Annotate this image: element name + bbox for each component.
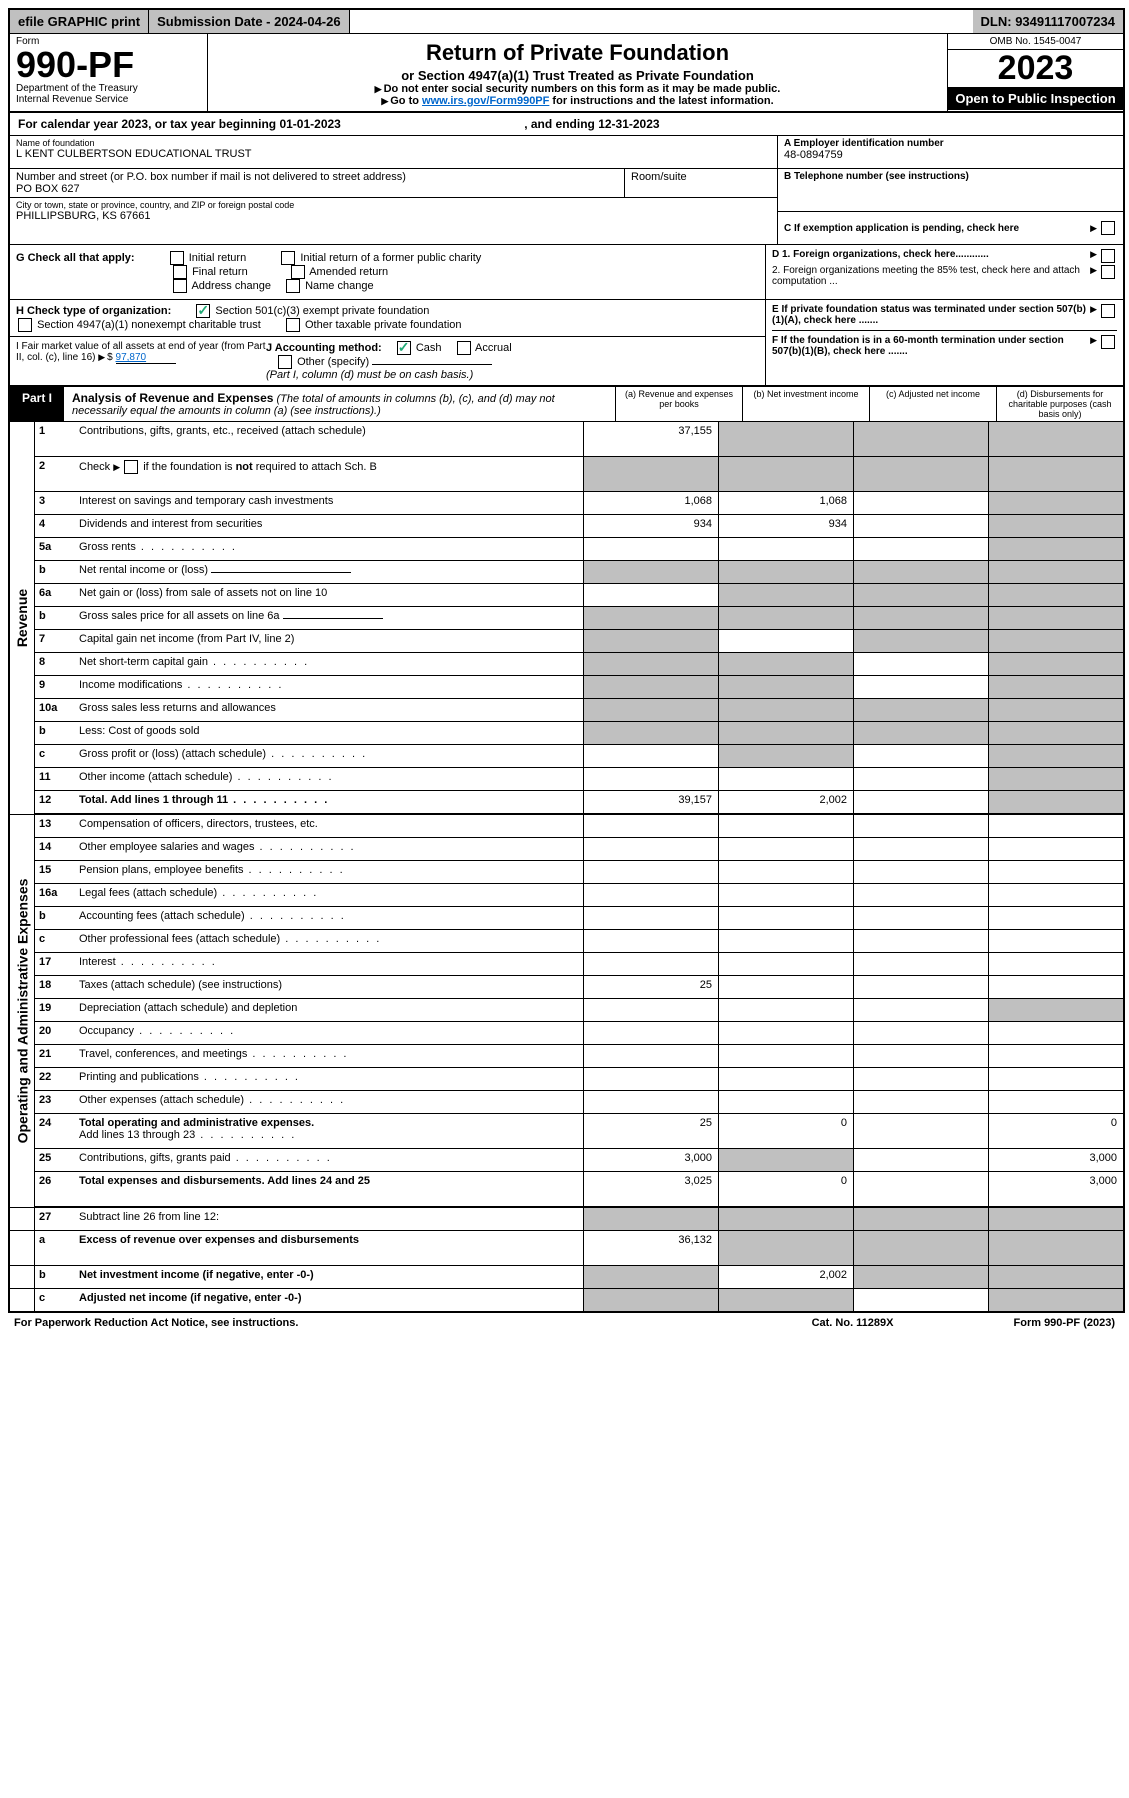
l1-a: 37,155 xyxy=(583,422,718,456)
g-final-checkbox[interactable] xyxy=(173,265,187,279)
l26-a: 3,025 xyxy=(583,1172,718,1206)
i-section: I Fair market value of all assets at end… xyxy=(16,341,266,381)
foundation-name-cell: Name of foundation L KENT CULBERTSON EDU… xyxy=(10,136,777,169)
part1-header: Part I Analysis of Revenue and Expenses … xyxy=(10,387,1123,422)
year-begin: 01-01-2023 xyxy=(279,117,340,131)
city-cell: City or town, state or province, country… xyxy=(10,198,777,230)
efile-label: efile GRAPHIC print xyxy=(10,10,149,33)
submission-date: Submission Date - 2024-04-26 xyxy=(149,10,350,33)
ein-value: 48-0894759 xyxy=(784,149,1117,161)
inst-1: Do not enter social security numbers on … xyxy=(384,83,781,95)
h-section: H Check type of organization: Section 50… xyxy=(10,300,765,337)
l26-b: 0 xyxy=(718,1172,853,1206)
d2-checkbox[interactable] xyxy=(1101,265,1115,279)
l4-b: 934 xyxy=(718,515,853,537)
d1-checkbox[interactable] xyxy=(1101,249,1115,263)
phone-cell: B Telephone number (see instructions) xyxy=(778,169,1123,212)
footer-right: Form 990-PF (2023) xyxy=(1014,1317,1116,1329)
address-cell: Number and street (or P.O. box number if… xyxy=(10,169,625,197)
g-address-checkbox[interactable] xyxy=(173,279,187,293)
form-990pf: efile GRAPHIC print Submission Date - 20… xyxy=(8,8,1125,1313)
top-bar: efile GRAPHIC print Submission Date - 20… xyxy=(10,10,1123,34)
ein-cell: A Employer identification number 48-0894… xyxy=(778,136,1123,169)
g-initial-former-checkbox[interactable] xyxy=(281,251,295,265)
footer-mid: Cat. No. 11289X xyxy=(812,1317,894,1329)
j-other-checkbox[interactable] xyxy=(278,355,292,369)
g-initial-checkbox[interactable] xyxy=(170,251,184,265)
l3-a: 1,068 xyxy=(583,492,718,514)
dln: DLN: 93491117007234 xyxy=(973,10,1123,33)
inst-2-pre: Go to xyxy=(390,95,422,107)
year-end: 12-31-2023 xyxy=(598,117,659,131)
city-value: PHILLIPSBURG, KS 67661 xyxy=(16,210,771,222)
g-name-checkbox[interactable] xyxy=(286,279,300,293)
fmv-value[interactable]: 97,870 xyxy=(116,352,176,364)
l27a-a: 36,132 xyxy=(583,1231,718,1265)
form-title: Return of Private Foundation xyxy=(216,40,939,66)
col-c-head: (c) Adjusted net income xyxy=(869,387,996,421)
footer-left: For Paperwork Reduction Act Notice, see … xyxy=(14,1317,298,1329)
omb: OMB No. 1545-0047 xyxy=(948,34,1123,50)
l24-a: 25 xyxy=(583,1114,718,1148)
form-number: 990-PF xyxy=(16,47,201,83)
l18-a: 25 xyxy=(583,976,718,998)
j-section: J Accounting method: Cash Accrual Other … xyxy=(266,341,759,381)
irs-link[interactable]: www.irs.gov/Form990PF xyxy=(422,95,549,107)
l25-d: 3,000 xyxy=(988,1149,1123,1171)
h-other-checkbox[interactable] xyxy=(286,318,300,332)
l26-d: 3,000 xyxy=(988,1172,1123,1206)
dept: Department of the Treasury xyxy=(16,83,201,94)
l25-a: 3,000 xyxy=(583,1149,718,1171)
g-check-section: G Check all that apply: Initial return I… xyxy=(10,245,765,299)
inst-2-post: for instructions and the latest informat… xyxy=(549,95,773,107)
expenses-section: Operating and Administrative Expenses 13… xyxy=(10,814,1123,1207)
j-accrual-checkbox[interactable] xyxy=(457,341,471,355)
open-inspection: Open to Public Inspection xyxy=(948,87,1123,110)
foundation-name: L KENT CULBERTSON EDUCATIONAL TRUST xyxy=(16,148,771,160)
l27b-b: 2,002 xyxy=(718,1266,853,1288)
calendar-year-row: For calendar year 2023, or tax year begi… xyxy=(10,113,1123,136)
c-exemption-cell: C If exemption application is pending, c… xyxy=(778,212,1123,244)
f-checkbox[interactable] xyxy=(1101,335,1115,349)
col-a-head: (a) Revenue and expenses per books xyxy=(615,387,742,421)
l12-a: 39,157 xyxy=(583,791,718,813)
h-4947-checkbox[interactable] xyxy=(18,318,32,332)
j-cash-checkbox[interactable] xyxy=(397,341,411,355)
g-amended-checkbox[interactable] xyxy=(291,265,305,279)
form-subtitle: or Section 4947(a)(1) Trust Treated as P… xyxy=(216,68,939,83)
c-checkbox[interactable] xyxy=(1101,221,1115,235)
room-suite-cell: Room/suite xyxy=(625,169,777,197)
form-header: Form 990-PF Department of the Treasury I… xyxy=(10,34,1123,113)
irs: Internal Revenue Service xyxy=(16,94,201,105)
e-section: E If private foundation status was termi… xyxy=(772,304,1117,331)
schb-checkbox[interactable] xyxy=(124,460,138,474)
d-section: D 1. Foreign organizations, check here..… xyxy=(765,245,1123,299)
h-501c3-checkbox[interactable] xyxy=(196,304,210,318)
tax-year: 2023 xyxy=(948,50,1123,87)
l24-d: 0 xyxy=(988,1114,1123,1148)
l4-a: 934 xyxy=(583,515,718,537)
revenue-section: Revenue 1Contributions, gifts, grants, e… xyxy=(10,422,1123,814)
e-checkbox[interactable] xyxy=(1101,304,1115,318)
address-value: PO BOX 627 xyxy=(16,183,618,195)
l12-b: 2,002 xyxy=(718,791,853,813)
col-d-head: (d) Disbursements for charitable purpose… xyxy=(996,387,1123,421)
col-b-head: (b) Net investment income xyxy=(742,387,869,421)
f-section: F If the foundation is in a 60-month ter… xyxy=(772,335,1117,357)
page-footer: For Paperwork Reduction Act Notice, see … xyxy=(8,1313,1121,1333)
l3-b: 1,068 xyxy=(718,492,853,514)
l24-b: 0 xyxy=(718,1114,853,1148)
